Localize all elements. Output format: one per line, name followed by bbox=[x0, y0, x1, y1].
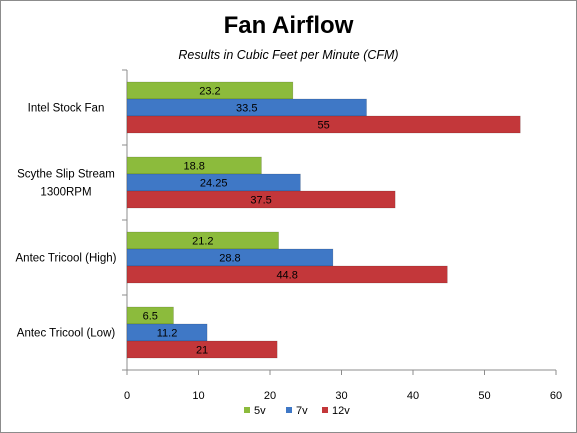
bar-12v-1 bbox=[126, 190, 396, 209]
labels: 23.2 33.5 55 Intel Stock Fan 18.8 24.25 37.5 Sc… bbox=[16, 86, 330, 357]
x-tick-label: 60 bbox=[550, 390, 562, 402]
legend-label-12v: 12v bbox=[332, 405, 350, 417]
x-tick-label: 0 bbox=[124, 390, 130, 402]
chart-title: Fan Airflow bbox=[223, 12, 354, 39]
legend-swatch-7v bbox=[286, 407, 292, 413]
bars bbox=[126, 81, 521, 359]
x-tick-label: 40 bbox=[407, 390, 419, 402]
legend-label-7v: 7v bbox=[296, 405, 308, 417]
category-label: 1300RPM bbox=[40, 187, 91, 199]
data-label: 21.2 bbox=[192, 236, 213, 248]
bar-12v-0 bbox=[126, 115, 521, 134]
legend: 5v 7v 12v bbox=[244, 405, 350, 417]
chart-subtitle: Results in Cubic Feet per Minute (CFM) bbox=[178, 48, 399, 62]
data-label: 24.25 bbox=[200, 178, 228, 190]
legend-swatch-12v bbox=[322, 407, 328, 413]
x-tick-label: 50 bbox=[478, 390, 490, 402]
legend-label-5v: 5v bbox=[254, 405, 266, 417]
legend-swatch-5v bbox=[244, 407, 250, 413]
data-label: 11.2 bbox=[157, 328, 178, 340]
category-label: Scythe Slip Stream bbox=[17, 169, 115, 181]
data-label: 33.5 bbox=[236, 103, 257, 115]
data-label: 21 bbox=[196, 345, 208, 357]
x-tick-label: 20 bbox=[264, 390, 276, 402]
data-label: 18.8 bbox=[183, 161, 204, 173]
data-label: 55 bbox=[318, 120, 330, 132]
data-label: 37.5 bbox=[250, 195, 271, 207]
data-label: 44.8 bbox=[276, 270, 297, 282]
x-tick-label: 10 bbox=[192, 390, 204, 402]
bar-12v-3 bbox=[126, 340, 278, 359]
data-label: 28.8 bbox=[219, 253, 240, 265]
category-label: Antec Tricool (Low) bbox=[17, 328, 116, 340]
x-tick-label: 30 bbox=[335, 390, 347, 402]
bar-12v-2 bbox=[126, 265, 448, 284]
category-label: Intel Stock Fan bbox=[28, 103, 105, 115]
data-label: 6.5 bbox=[143, 311, 158, 323]
category-label: Antec Tricool (High) bbox=[16, 253, 117, 265]
data-label: 23.2 bbox=[199, 86, 220, 98]
